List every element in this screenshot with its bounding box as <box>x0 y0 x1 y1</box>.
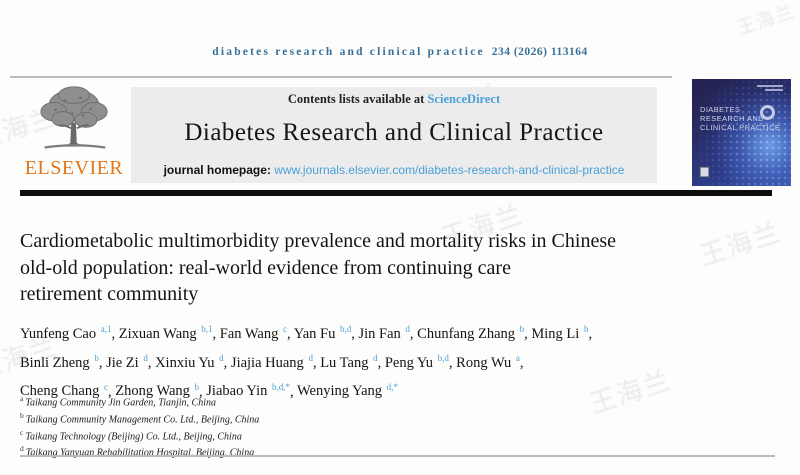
journal-banner: Contents lists available at ScienceDirec… <box>131 87 657 183</box>
sciencedirect-link[interactable]: ScienceDirect <box>427 92 501 106</box>
author-affiliation-marker: c <box>282 324 287 334</box>
homepage-label: journal homepage: <box>163 163 271 177</box>
watermark-text: 王海兰 <box>696 217 786 272</box>
author-affiliation-marker: b <box>583 324 589 334</box>
journal-title: Diabetes Research and Clinical Practice <box>184 119 604 146</box>
author-affiliation-marker: d <box>143 352 148 363</box>
author-name: Wenying Yang d,* <box>297 381 398 400</box>
author-affiliation-marker: b,d <box>437 352 449 363</box>
author-name: Jiajia Huang d <box>230 352 313 371</box>
author-affiliation-marker: b,d <box>339 324 352 334</box>
cover-title-line: DIABETES <box>700 105 741 114</box>
author-affiliation-marker: b <box>519 324 525 334</box>
author-affiliation-marker: d <box>405 324 410 334</box>
elsevier-tree-icon <box>40 86 108 149</box>
author-affiliation-marker: a <box>515 352 520 363</box>
journal-cover-thumbnail: DIABETES RESEARCH AND CLINICAL PRACTICE <box>692 79 791 186</box>
running-head-citation: diabetes research and clinical practice … <box>0 46 800 58</box>
author-affiliation-marker: d <box>308 352 313 363</box>
running-head-journal-name: diabetes research and clinical practice <box>212 46 485 58</box>
elsevier-wordmark: ELSEVIER <box>24 157 124 179</box>
author-affiliation-marker: c <box>103 381 108 392</box>
author-affiliation-marker: d <box>373 352 378 363</box>
watermark-text: 王海兰 <box>734 1 798 39</box>
bottom-divider-rule <box>20 455 775 457</box>
author-name: Yunfeng Cao a,1 <box>20 324 112 342</box>
running-head-volume-info: 234 (2026) 113164 <box>491 46 588 58</box>
author-name: Chunfang Zhang b <box>417 324 525 342</box>
affiliation-marker: b <box>20 410 24 420</box>
cover-journal-title: DIABETES RESEARCH AND CLINICAL PRACTICE <box>700 105 780 132</box>
affiliation-marker: a <box>20 394 24 403</box>
affiliation-text: Taikang Community Jin Garden, Tianjin, C… <box>25 397 217 409</box>
author-name: Xinxiu Yu d <box>155 352 224 371</box>
journal-homepage-link[interactable]: www.journals.elsevier.com/diabetes-resea… <box>274 163 625 177</box>
author-name: Rong Wu a <box>456 352 520 371</box>
affiliation-text: Taikang Yanyuan Rehabilitation Hospital,… <box>25 447 255 459</box>
affiliation-item: b Taikang Community Management Co. Ltd., … <box>20 410 700 427</box>
author-affiliation-marker: b <box>194 381 200 392</box>
affiliation-list: a Taikang Community Jin Garden, Tianjin, … <box>20 393 700 460</box>
top-divider-rule <box>10 76 672 78</box>
author-affiliation-marker: a,1 <box>100 324 112 334</box>
author-name: Lu Tang d <box>320 352 378 371</box>
author-name: Zhong Wang b <box>115 381 200 400</box>
affiliation-item: a Taikang Community Jin Garden, Tianjin, … <box>20 393 700 410</box>
affiliation-marker: c <box>20 427 24 437</box>
header-divider-bar <box>20 190 772 196</box>
affiliation-text: Taikang Technology (Beijing) Co. Ltd., B… <box>25 430 242 442</box>
author-name: Jie Zi d <box>106 352 148 371</box>
author-affiliation-marker: b <box>94 352 99 363</box>
cover-title-line: RESEARCH AND <box>700 114 764 123</box>
elsevier-logo: ELSEVIER <box>18 82 130 184</box>
cover-ring-icon <box>760 105 775 120</box>
author-name: Yan Fu b,d <box>293 324 352 342</box>
author-name: Jiabao Yin b,d,* <box>206 381 290 400</box>
affiliation-marker: d <box>20 444 24 454</box>
article-title-line: Cardiometabolic multimorbidity prevalenc… <box>20 230 616 252</box>
cover-issue-info <box>757 85 783 93</box>
article-title-line: retirement community <box>20 283 199 305</box>
author-affiliation-marker: b,1 <box>201 324 213 334</box>
author-name: Cheng Chang c <box>20 381 108 400</box>
author-affiliation-marker: b,d,* <box>272 381 290 392</box>
cover-title-line: CLINICAL PRACTICE <box>700 123 781 132</box>
author-line: Yunfeng Cao a,1, Zixuan Wang b,1, Fan Wa… <box>20 324 593 342</box>
author-line: Binli Zheng b, Jie Zi d, Xinxiu Yu d, Ji… <box>20 352 524 371</box>
author-list: Yunfeng Cao a,1, Zixuan Wang b,1, Fan Wa… <box>20 317 700 403</box>
author-name: Binli Zheng b <box>20 352 99 371</box>
affiliation-item: d Taikang Yanyuan Rehabilitation Hospital… <box>20 443 700 460</box>
contents-list-prefix: Contents lists available at <box>287 92 425 106</box>
author-name: Peng Yu b,d <box>384 352 449 371</box>
author-line: Cheng Chang c, Zhong Wang b, Jiabao Yin … <box>20 381 398 400</box>
cover-publisher-logo <box>699 166 710 178</box>
author-name: Ming Li b <box>531 324 589 342</box>
author-name: Fan Wang c <box>219 324 287 342</box>
article-title: Cardiometabolic multimorbidity prevalenc… <box>20 228 700 308</box>
author-name: Zixuan Wang b,1 <box>118 324 213 342</box>
contents-list-line: Contents lists available at ScienceDirec… <box>131 92 657 107</box>
author-affiliation-marker: d,* <box>386 381 398 392</box>
article-title-line: old-old population: real-world evidence … <box>20 256 511 279</box>
affiliation-item: c Taikang Technology (Beijing) Co. Ltd., … <box>20 427 700 444</box>
author-affiliation-marker: d <box>219 352 224 363</box>
author-name: Jin Fan d <box>358 324 410 342</box>
affiliation-text: Taikang Community Management Co. Ltd., B… <box>25 414 260 426</box>
journal-homepage-line: journal homepage: www.journals.elsevier.… <box>131 163 657 177</box>
